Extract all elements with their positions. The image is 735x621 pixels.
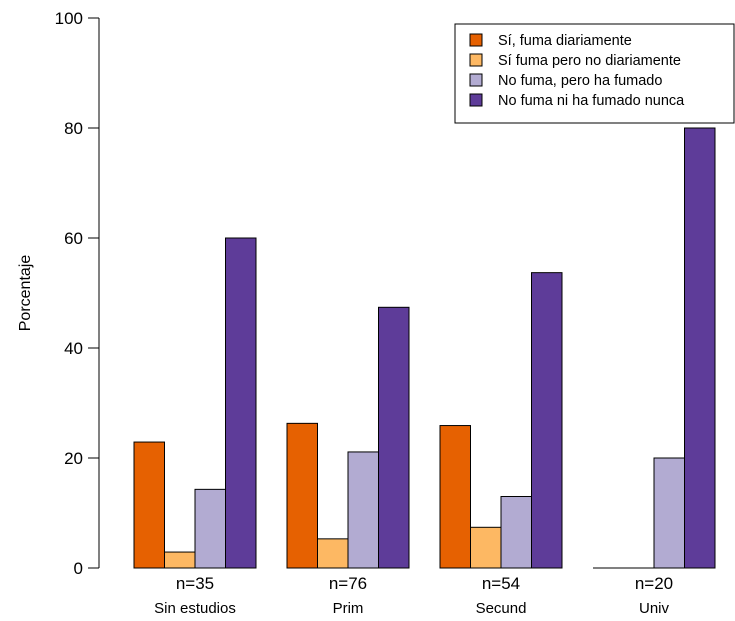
bar bbox=[439, 425, 471, 569]
bar bbox=[347, 451, 379, 569]
bar bbox=[286, 422, 318, 569]
legend-swatch bbox=[469, 53, 483, 67]
legend-box bbox=[454, 23, 735, 124]
bar bbox=[378, 306, 410, 569]
bar-group bbox=[133, 237, 257, 569]
bar bbox=[317, 538, 349, 569]
n-label: n=35 bbox=[176, 574, 214, 593]
legend-swatch bbox=[469, 93, 483, 107]
bar bbox=[653, 457, 685, 569]
bar-groups bbox=[133, 127, 716, 569]
bar-group bbox=[593, 127, 716, 569]
n-label: n=54 bbox=[482, 574, 520, 593]
category-label: Univ bbox=[639, 600, 670, 617]
bar bbox=[500, 496, 532, 569]
legend-label: Sí fuma pero no diariamente bbox=[498, 53, 681, 69]
legend: Sí, fuma diariamente Sí fuma pero no diar… bbox=[454, 23, 735, 124]
n-label: n=20 bbox=[635, 574, 673, 593]
bar bbox=[133, 441, 165, 569]
y-tick-label: 100 bbox=[55, 9, 83, 28]
bar bbox=[194, 488, 226, 569]
n-label: n=76 bbox=[329, 574, 367, 593]
bar-group bbox=[439, 272, 563, 569]
bar bbox=[164, 551, 196, 569]
y-tick-label: 60 bbox=[64, 229, 83, 248]
category-label: Sin estudios bbox=[154, 600, 236, 617]
y-tick-label: 80 bbox=[64, 119, 83, 138]
legend-label: No fuma ni ha fumado nunca bbox=[498, 93, 685, 109]
bar-group bbox=[286, 306, 410, 569]
category-label: Prim bbox=[333, 600, 364, 617]
bar bbox=[531, 272, 563, 569]
bar bbox=[470, 526, 502, 569]
y-tick-label: 40 bbox=[64, 339, 83, 358]
legend-label: No fuma, pero ha fumado bbox=[498, 73, 662, 89]
category-labels: n=35 Sin estudios n=76 Prim n=54 Secund n=20 Un… bbox=[154, 574, 673, 617]
y-tick-label: 20 bbox=[64, 449, 83, 468]
legend-swatch bbox=[469, 73, 483, 87]
y-axis-ticks: 0 20 40 60 80 100 bbox=[55, 9, 99, 578]
y-tick-label: 0 bbox=[74, 559, 83, 578]
bar bbox=[225, 237, 257, 569]
y-axis-label: Porcentaje bbox=[17, 255, 34, 332]
legend-label: Sí, fuma diariamente bbox=[498, 33, 632, 49]
category-label: Secund bbox=[476, 600, 527, 617]
legend-swatch bbox=[469, 33, 483, 47]
bar bbox=[684, 127, 716, 569]
